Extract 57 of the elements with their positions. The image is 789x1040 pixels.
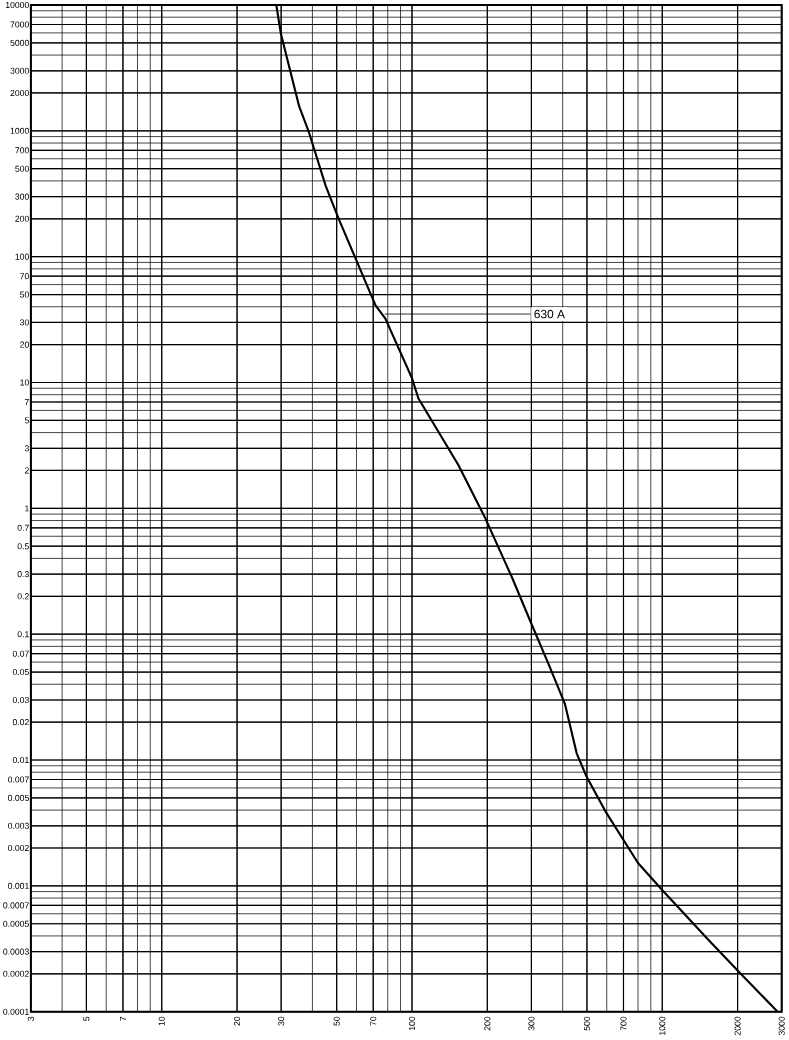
y-tick-label: 0.01 (12, 756, 29, 764)
y-tick-label: 200 (15, 215, 29, 222)
y-tick-label: 0.0007 (3, 902, 29, 909)
y-tick-label: 7 (24, 399, 29, 405)
y-tick-label: 700 (15, 147, 29, 154)
x-tick-label: 10 (158, 1016, 165, 1026)
y-tick-label: 1000 (10, 127, 29, 134)
x-tick-label: 30 (278, 1016, 285, 1026)
y-tick-label: 0.07 (12, 650, 29, 657)
y-tick-label: 0.0002 (3, 970, 29, 977)
y-tick-label: 10 (20, 379, 29, 386)
x-tick-label: 300 (528, 1016, 535, 1031)
x-tick-label: 20 (233, 1016, 241, 1026)
y-tick-label: 0.003 (7, 822, 29, 829)
x-tick-label: 70 (370, 1016, 377, 1026)
x-tick-label: 700 (620, 1016, 627, 1031)
y-tick-label: 3000 (10, 67, 29, 74)
y-tick-label: 1 (25, 505, 29, 512)
x-tick-label: 1000 (659, 1016, 666, 1035)
y-tick-label: 0.2 (17, 593, 29, 600)
x-tick-label: 50 (333, 1016, 340, 1026)
annotation: 630 A (534, 309, 565, 319)
y-tick-label: 0.03 (12, 696, 29, 704)
y-tick-label: 70 (20, 273, 29, 280)
y-tick-label: 20 (20, 341, 29, 348)
x-tick-label: 7 (119, 1016, 126, 1021)
y-tick-label: 0.05 (12, 669, 29, 676)
y-tick-label: 300 (15, 193, 29, 200)
y-tick-label: 0.0005 (3, 920, 29, 927)
y-tick-label: 7000 (10, 21, 29, 28)
y-tick-label: 50 (19, 291, 29, 298)
y-tick-label: 5 (24, 417, 29, 424)
x-tick-label: 100 (408, 1016, 415, 1031)
x-tick-label: 2000 (734, 1016, 741, 1036)
y-tick-label: 0.007 (7, 776, 29, 783)
y-tick-label: 0.02 (12, 719, 29, 726)
y-tick-label: 0.002 (7, 844, 29, 852)
x-tick-label: 500 (583, 1016, 590, 1031)
y-tick-label: 0.005 (7, 794, 29, 801)
y-tick-label: 100 (15, 253, 29, 260)
y-tick-label: 0.7 (17, 524, 29, 531)
y-tick-label: 0.0003 (3, 948, 29, 955)
y-tick-label: 10000 (5, 1, 29, 9)
y-tick-label: 0.0001 (3, 1008, 29, 1015)
y-tick-label: 0.5 (17, 543, 29, 550)
x-tick-label: 3000 (778, 1016, 785, 1036)
y-tick-label: 5000 (10, 39, 29, 46)
y-tick-label: 2 (24, 467, 29, 474)
y-tick-label: 0.3 (17, 571, 29, 578)
y-tick-label: 30 (19, 319, 29, 326)
y-tick-label: 3 (24, 445, 29, 452)
x-tick-label: 5 (83, 1016, 90, 1021)
y-tick-label: 0.1 (17, 631, 29, 638)
y-tick-label: 2000 (10, 89, 29, 97)
y-tick-label: 500 (15, 165, 29, 172)
x-tick-label: 200 (484, 1016, 491, 1031)
y-tick-label: 0.001 (7, 882, 29, 889)
